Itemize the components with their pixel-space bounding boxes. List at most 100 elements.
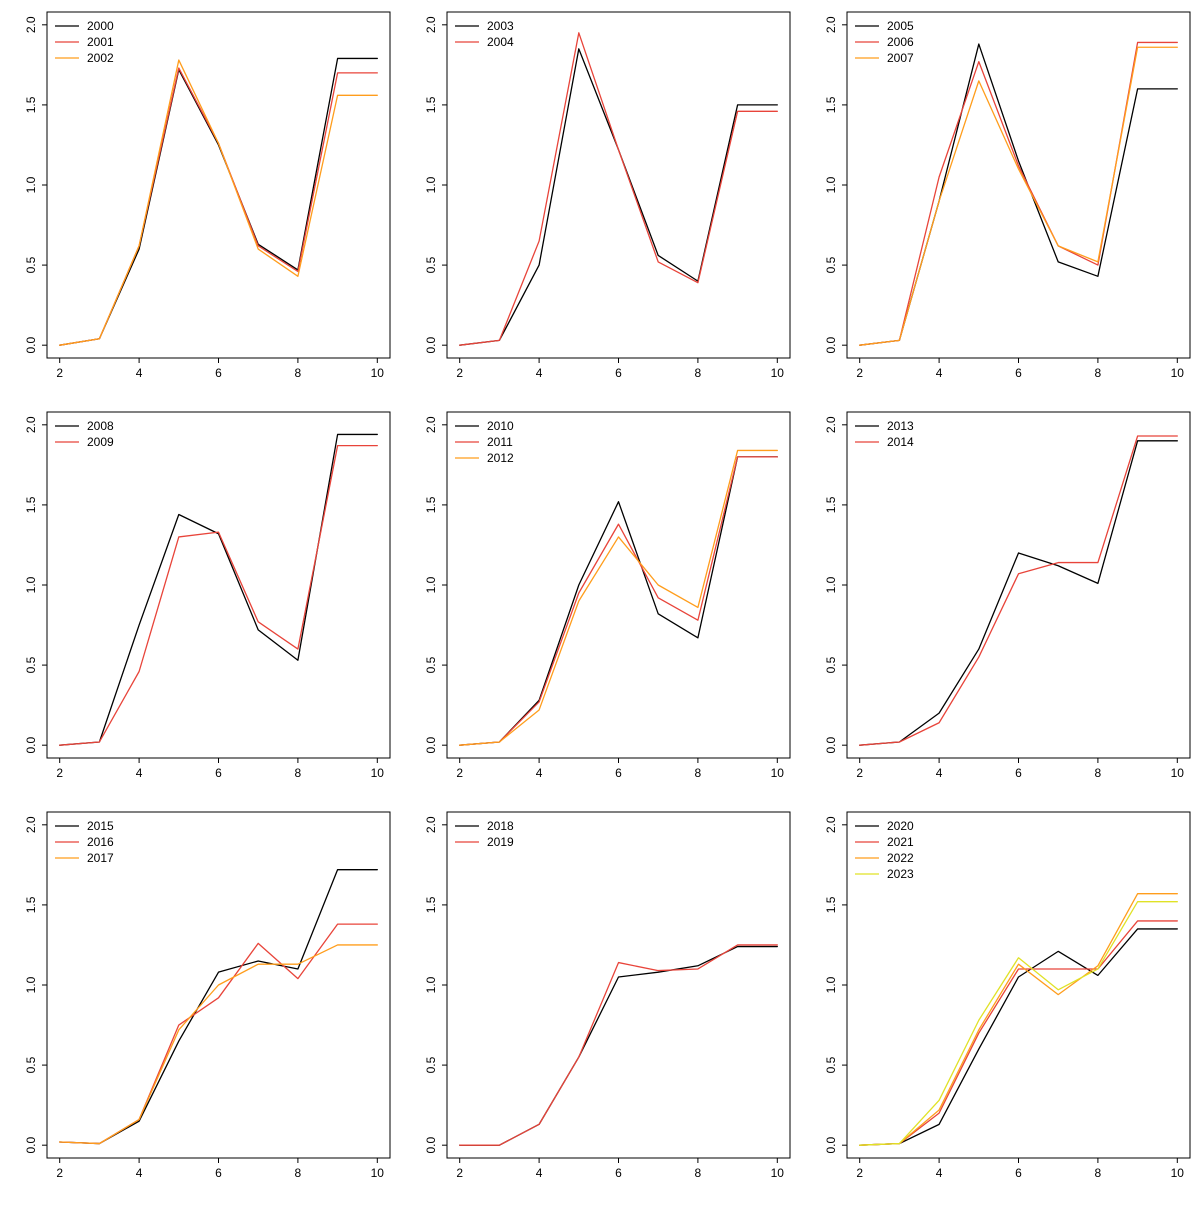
y-tick-label: 1.0 bbox=[824, 976, 838, 993]
y-tick-label: 0.0 bbox=[824, 337, 838, 354]
series-line-2012 bbox=[459, 449, 778, 746]
x-tick-label: 4 bbox=[136, 766, 143, 780]
x-tick-label: 8 bbox=[1095, 1166, 1102, 1180]
y-tick-label: 0.5 bbox=[24, 1056, 38, 1073]
x-tick-label: 6 bbox=[615, 766, 622, 780]
x-tick-label: 6 bbox=[615, 1166, 622, 1180]
y-tick-label: 1.5 bbox=[824, 896, 838, 913]
x-tick-label: 10 bbox=[371, 366, 385, 380]
x-tick-label: 2 bbox=[456, 366, 463, 380]
x-tick-label: 10 bbox=[1171, 766, 1185, 780]
x-tick-label: 2 bbox=[856, 1166, 863, 1180]
y-tick-label: 1.0 bbox=[24, 976, 38, 993]
y-tick-label: 0.0 bbox=[24, 337, 38, 354]
y-tick-label: 0.5 bbox=[824, 1056, 838, 1073]
legend-label-2018: 2018 bbox=[487, 819, 514, 833]
y-tick-label: 1.5 bbox=[424, 96, 438, 113]
x-tick-label: 4 bbox=[536, 366, 543, 380]
x-tick-label: 6 bbox=[1015, 366, 1022, 380]
series-line-2021 bbox=[859, 920, 1178, 1146]
series-line-2000 bbox=[59, 57, 378, 346]
legend-label-2022: 2022 bbox=[887, 851, 914, 865]
x-tick-label: 10 bbox=[371, 1166, 385, 1180]
x-tick-label: 8 bbox=[295, 366, 302, 380]
series-line-2001 bbox=[59, 67, 378, 346]
chart-panel-7: 2 4 6 8 10 0.0 0.5 1.0 1.5 2.0 2015 2016 2017 bbox=[0, 800, 400, 1200]
legend-label-2016: 2016 bbox=[87, 835, 114, 849]
chart-panel-6: 2 4 6 8 10 0.0 0.5 1.0 1.5 2.0 2013 2014 bbox=[800, 400, 1200, 800]
chart-panel-1: 2 4 6 8 10 0.0 0.5 1.0 1.5 2.0 2000 2001 2002 bbox=[0, 0, 400, 400]
chart-panel-2: 2 4 6 8 10 0.0 0.5 1.0 1.5 2.0 2003 2004 bbox=[400, 0, 800, 400]
series-line-2009 bbox=[59, 444, 378, 746]
x-tick-label: 8 bbox=[695, 766, 702, 780]
legend-label-2005: 2005 bbox=[887, 19, 914, 33]
x-tick-label: 10 bbox=[1171, 366, 1185, 380]
y-tick-label: 1.5 bbox=[424, 896, 438, 913]
series-line-2013 bbox=[859, 440, 1178, 746]
x-tick-label: 2 bbox=[856, 766, 863, 780]
y-tick-label: 1.0 bbox=[424, 576, 438, 593]
y-tick-label: 0.0 bbox=[824, 737, 838, 754]
y-tick-label: 1.0 bbox=[24, 576, 38, 593]
legend-label-2010: 2010 bbox=[487, 419, 514, 433]
x-tick-label: 10 bbox=[771, 1166, 785, 1180]
series-line-2015 bbox=[59, 869, 378, 1145]
x-tick-label: 8 bbox=[295, 1166, 302, 1180]
line-chart-1: 2 4 6 8 10 0.0 0.5 1.0 1.5 2.0 2000 2001 2002 bbox=[24, 11, 391, 380]
legend-label-2009: 2009 bbox=[87, 435, 114, 449]
x-tick-label: 2 bbox=[56, 366, 63, 380]
y-tick-label: 2.0 bbox=[824, 816, 838, 833]
x-tick-label: 6 bbox=[215, 366, 222, 380]
x-tick-label: 6 bbox=[1015, 1166, 1022, 1180]
legend-label-2019: 2019 bbox=[487, 835, 514, 849]
legend-label-2006: 2006 bbox=[887, 35, 914, 49]
x-tick-label: 6 bbox=[215, 766, 222, 780]
y-tick-label: 0.5 bbox=[424, 656, 438, 673]
legend-label-2014: 2014 bbox=[887, 435, 914, 449]
y-tick-label: 1.5 bbox=[824, 496, 838, 513]
plot-box bbox=[446, 11, 791, 359]
line-chart-7: 2 4 6 8 10 0.0 0.5 1.0 1.5 2.0 2015 2016 2017 bbox=[24, 811, 391, 1180]
line-chart-5: 2 4 6 8 10 0.0 0.5 1.0 1.5 2.0 2010 2011 2012 bbox=[424, 411, 791, 780]
series-line-2019 bbox=[459, 944, 778, 1146]
legend-label-2001: 2001 bbox=[87, 35, 114, 49]
legend-label-2023: 2023 bbox=[887, 867, 914, 881]
series-line-2004 bbox=[459, 32, 778, 346]
chart-panel-8: 2 4 6 8 10 0.0 0.5 1.0 1.5 2.0 2018 2019 bbox=[400, 800, 800, 1200]
y-tick-label: 0.0 bbox=[424, 337, 438, 354]
x-tick-label: 4 bbox=[536, 1166, 543, 1180]
line-chart-6: 2 4 6 8 10 0.0 0.5 1.0 1.5 2.0 2013 2014 bbox=[824, 411, 1191, 780]
x-tick-label: 10 bbox=[1171, 1166, 1185, 1180]
x-tick-label: 4 bbox=[936, 1166, 943, 1180]
legend-label-2011: 2011 bbox=[487, 435, 513, 449]
y-tick-label: 1.5 bbox=[424, 496, 438, 513]
x-tick-label: 10 bbox=[371, 766, 385, 780]
y-tick-label: 1.0 bbox=[24, 176, 38, 193]
y-tick-label: 1.5 bbox=[24, 96, 38, 113]
chart-panel-3: 2 4 6 8 10 0.0 0.5 1.0 1.5 2.0 2005 2006 2007 bbox=[800, 0, 1200, 400]
y-tick-label: 2.0 bbox=[424, 816, 438, 833]
x-tick-label: 8 bbox=[1095, 366, 1102, 380]
y-tick-label: 1.0 bbox=[824, 576, 838, 593]
y-tick-label: 0.0 bbox=[824, 1137, 838, 1154]
y-tick-label: 2.0 bbox=[824, 16, 838, 33]
y-tick-label: 1.5 bbox=[24, 496, 38, 513]
x-tick-label: 2 bbox=[56, 766, 63, 780]
series-line-2003 bbox=[459, 48, 778, 346]
legend-label-2003: 2003 bbox=[487, 19, 514, 33]
y-tick-label: 0.5 bbox=[424, 1056, 438, 1073]
x-tick-label: 2 bbox=[856, 366, 863, 380]
series-line-2020 bbox=[859, 928, 1178, 1146]
x-tick-label: 10 bbox=[771, 366, 785, 380]
line-chart-8: 2 4 6 8 10 0.0 0.5 1.0 1.5 2.0 2018 2019 bbox=[424, 811, 791, 1180]
line-chart-9: 2 4 6 8 10 0.0 0.5 1.0 1.5 2.0 2020 2021 2022 2023 bbox=[824, 811, 1191, 1180]
x-tick-label: 6 bbox=[615, 366, 622, 380]
x-tick-label: 10 bbox=[771, 766, 785, 780]
y-tick-label: 2.0 bbox=[24, 816, 38, 833]
y-tick-label: 2.0 bbox=[24, 16, 38, 33]
series-line-2007 bbox=[859, 46, 1178, 346]
series-line-2017 bbox=[59, 944, 378, 1145]
series-line-2014 bbox=[859, 435, 1178, 746]
y-tick-label: 0.0 bbox=[424, 1137, 438, 1154]
